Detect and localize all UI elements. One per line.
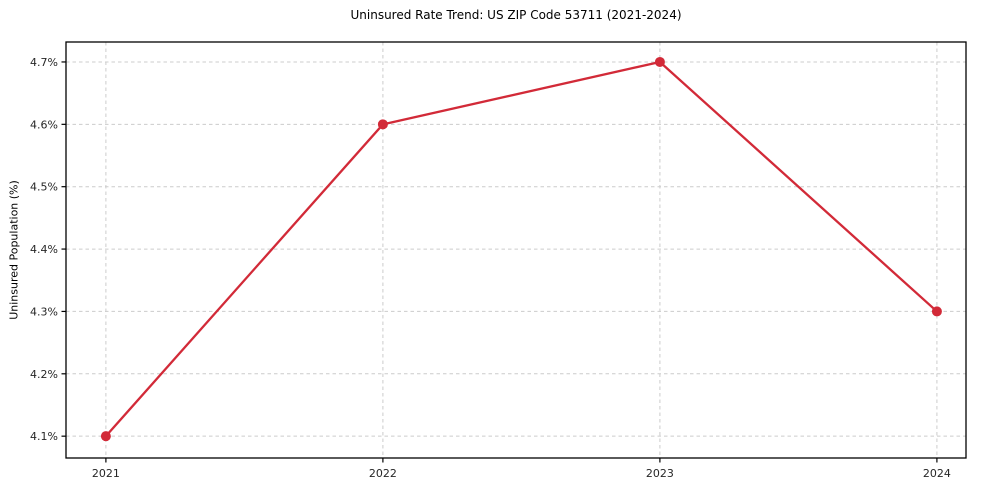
data-point xyxy=(931,306,942,317)
data-point xyxy=(654,56,665,67)
y-tick-label: 4.4% xyxy=(30,243,58,256)
x-tick-label: 2022 xyxy=(369,467,397,480)
x-tick-label: 2023 xyxy=(646,467,674,480)
data-point xyxy=(100,431,111,442)
x-tick-label: 2021 xyxy=(92,467,120,480)
y-tick-label: 4.3% xyxy=(30,305,58,318)
chart-title: Uninsured Rate Trend: US ZIP Code 53711 … xyxy=(350,8,682,22)
y-tick-label: 4.5% xyxy=(30,181,58,194)
y-tick-label: 4.2% xyxy=(30,368,58,381)
y-tick-label: 4.7% xyxy=(30,56,58,69)
trend-line xyxy=(104,60,939,438)
x-tick-label: 2024 xyxy=(923,467,951,480)
data-point xyxy=(377,119,388,130)
plot-border xyxy=(65,41,967,459)
y-tick-label: 4.1% xyxy=(30,430,58,443)
y-tick-label: 4.6% xyxy=(30,118,58,131)
